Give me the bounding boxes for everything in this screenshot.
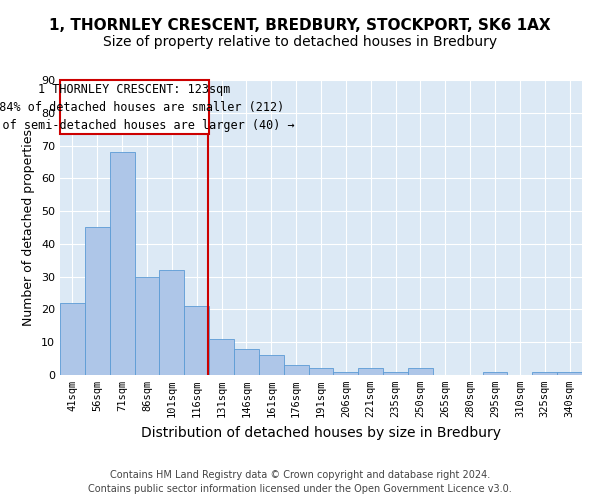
Text: Size of property relative to detached houses in Bredbury: Size of property relative to detached ho… <box>103 35 497 49</box>
Bar <box>383 372 408 375</box>
Text: 1, THORNLEY CRESCENT, BREDBURY, STOCKPORT, SK6 1AX: 1, THORNLEY CRESCENT, BREDBURY, STOCKPOR… <box>49 18 551 32</box>
Bar <box>358 368 383 375</box>
Bar <box>234 349 259 375</box>
Text: ← 84% of detached houses are smaller (212): ← 84% of detached houses are smaller (21… <box>0 100 284 114</box>
Bar <box>110 152 134 375</box>
Bar <box>532 372 557 375</box>
Bar <box>134 276 160 375</box>
Text: Contains HM Land Registry data © Crown copyright and database right 2024.
Contai: Contains HM Land Registry data © Crown c… <box>88 470 512 494</box>
Bar <box>259 356 284 375</box>
Bar <box>482 372 508 375</box>
Y-axis label: Number of detached properties: Number of detached properties <box>22 129 35 326</box>
X-axis label: Distribution of detached houses by size in Bredbury: Distribution of detached houses by size … <box>141 426 501 440</box>
Text: 16% of semi-detached houses are larger (40) →: 16% of semi-detached houses are larger (… <box>0 118 295 132</box>
Bar <box>160 270 184 375</box>
Bar <box>60 303 85 375</box>
Bar <box>184 306 209 375</box>
Bar <box>334 372 358 375</box>
Bar <box>308 368 334 375</box>
Bar <box>557 372 582 375</box>
Bar <box>284 365 308 375</box>
Bar <box>209 339 234 375</box>
Bar <box>61 80 209 134</box>
Bar <box>85 228 110 375</box>
Bar <box>408 368 433 375</box>
Text: 1 THORNLEY CRESCENT: 123sqm: 1 THORNLEY CRESCENT: 123sqm <box>38 82 231 96</box>
